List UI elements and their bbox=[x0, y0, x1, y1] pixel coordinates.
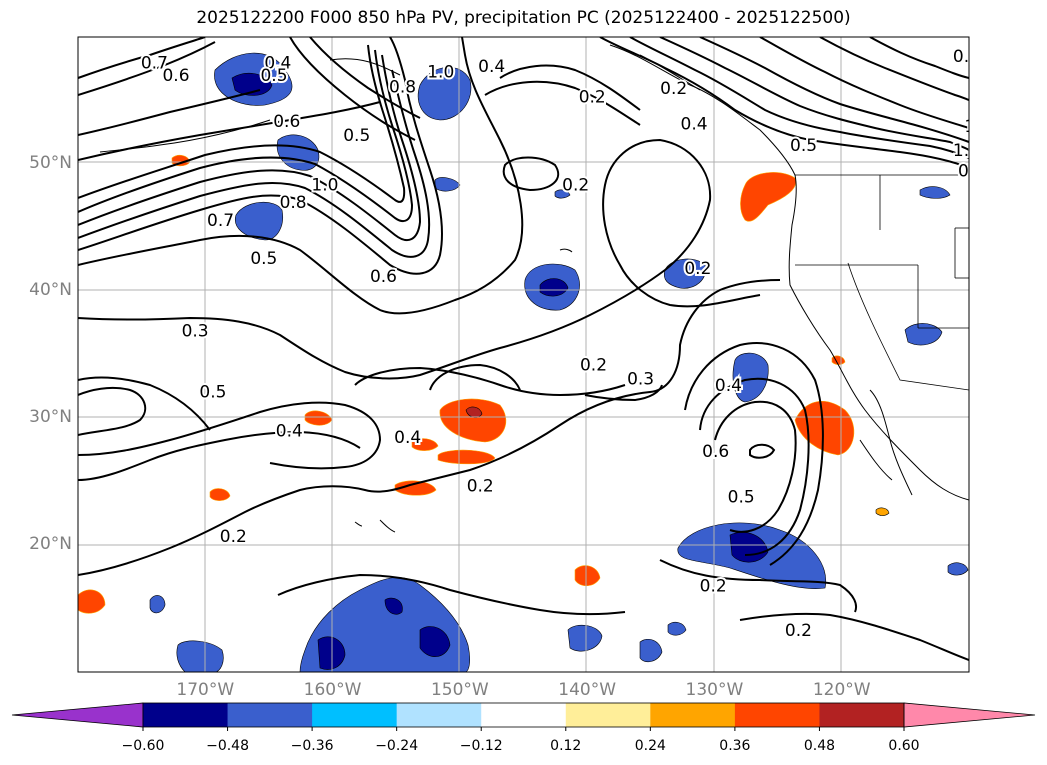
contour-label: 0.2 bbox=[660, 79, 687, 99]
contour-label: 1.0 bbox=[311, 175, 338, 195]
contour-label: 0.5 bbox=[728, 488, 755, 508]
precip-positive-anomalies bbox=[78, 154, 890, 614]
colorbar-bin bbox=[819, 703, 905, 727]
contour-label: 0.6 bbox=[370, 267, 397, 287]
colorbar-tick-label: 0.48 bbox=[803, 738, 836, 754]
contour-label: 0.4 bbox=[394, 428, 421, 448]
colorbar-min-extend bbox=[11, 702, 144, 728]
contour-label: 0.4 bbox=[681, 114, 708, 134]
lon-label: 130°W bbox=[685, 680, 744, 700]
contour-label: 0.5 bbox=[199, 382, 226, 402]
pv-contours bbox=[78, 37, 969, 661]
contour-label: 1.0 bbox=[953, 141, 980, 161]
colorbar-bin bbox=[565, 703, 651, 727]
contour-label: 0.7 bbox=[207, 211, 234, 231]
colorbar-frame bbox=[142, 702, 905, 728]
colorbar-tick-label: −0.36 bbox=[290, 738, 334, 754]
contour-label: 0.3 bbox=[182, 321, 209, 341]
contour-label: 0.6 bbox=[958, 161, 985, 181]
contour-label: 0.6 bbox=[162, 66, 189, 86]
lon-label: 140°W bbox=[558, 680, 617, 700]
graticule bbox=[78, 37, 969, 672]
lat-label: 50°N bbox=[29, 153, 72, 173]
colorbar-tick-label: 0.36 bbox=[719, 738, 751, 754]
colorbar-tick-label: 0.12 bbox=[550, 738, 582, 754]
contour-label: 0.4 bbox=[264, 53, 291, 73]
contour-label: 1.0 bbox=[427, 62, 454, 82]
colorbar bbox=[11, 702, 1036, 731]
contour-label: 1.4 bbox=[964, 117, 991, 137]
contour-label: 0.4 bbox=[276, 422, 303, 442]
lon-label: 170°W bbox=[176, 680, 235, 700]
contour-label: 0.2 bbox=[700, 577, 727, 597]
colorbar-tick-label: 0.60 bbox=[888, 738, 920, 754]
contour-label: 0.6 bbox=[702, 442, 729, 462]
contour-label: 0.8 bbox=[280, 193, 307, 213]
contour-label: 0.2 bbox=[467, 476, 494, 496]
contour-label: 0.6 bbox=[273, 112, 300, 132]
contour-label: 0.8 bbox=[953, 47, 980, 67]
contour-label: 0.3 bbox=[627, 370, 654, 390]
lon-label: 160°W bbox=[303, 680, 362, 700]
map-frame bbox=[77, 36, 970, 673]
colorbar-bin bbox=[143, 703, 229, 727]
political-borders bbox=[795, 174, 969, 391]
lon-label: 150°W bbox=[430, 680, 489, 700]
contour-label: 0.2 bbox=[579, 88, 606, 108]
map-title: 2025122200 F000 850 hPa PV, precipitatio… bbox=[196, 8, 851, 28]
contour-label: 0.8 bbox=[389, 78, 416, 98]
lat-label: 20°N bbox=[29, 534, 72, 554]
lat-label: 40°N bbox=[29, 280, 72, 300]
contour-label: 0.5 bbox=[343, 126, 370, 146]
colorbar-bin bbox=[481, 703, 567, 727]
lat-label: 30°N bbox=[29, 407, 72, 427]
colorbar-bin bbox=[734, 703, 820, 727]
colorbar-tick-label: −0.60 bbox=[121, 738, 165, 754]
contour-labels: 0.70.60.40.50.60.50.81.0 0.40.2 0.20.40.51… bbox=[139, 37, 999, 643]
contour-label: 0.2 bbox=[684, 259, 711, 279]
colorbar-bin bbox=[396, 703, 482, 727]
map-area: 0.70.60.40.50.60.50.81.0 0.40.2 0.20.40.51… bbox=[78, 37, 999, 672]
contour-label: 0.5 bbox=[790, 136, 817, 156]
contour-label: 0.5 bbox=[250, 249, 277, 269]
contour-label: 0.7 bbox=[971, 38, 998, 58]
lon-label: 120°W bbox=[812, 680, 871, 700]
colorbar-tick-label: −0.24 bbox=[375, 738, 419, 754]
contour-label: 0.7 bbox=[141, 53, 168, 73]
colorbar-bin bbox=[312, 703, 398, 727]
colorbar-tick-label: −0.12 bbox=[459, 738, 503, 754]
contour-label: 0.2 bbox=[580, 356, 607, 376]
colorbar-max-extend bbox=[903, 702, 1036, 728]
contour-label-bg bbox=[969, 37, 999, 56]
colorbar-tick-label: −0.48 bbox=[206, 738, 249, 754]
contour-label: 0.2 bbox=[562, 175, 589, 195]
contour-label: 0.5 bbox=[260, 66, 287, 86]
contour-label: 0.4 bbox=[715, 376, 742, 396]
colorbar-tick-label: 0.24 bbox=[634, 738, 666, 754]
contour-label: 0.2 bbox=[785, 621, 812, 641]
contour-label: 0.2 bbox=[220, 527, 247, 547]
colorbar-bin bbox=[227, 703, 313, 727]
colorbar-bin bbox=[650, 703, 736, 727]
contour-label: 0.4 bbox=[478, 57, 505, 77]
